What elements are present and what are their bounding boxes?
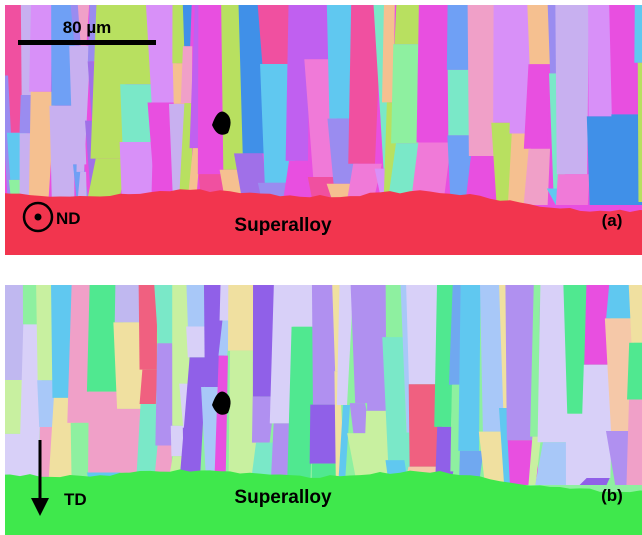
figure: 80 µm ND Superalloy (a) TD Superalloy (b… <box>0 0 642 535</box>
grain <box>198 5 223 174</box>
grain <box>139 285 157 370</box>
grain <box>587 116 616 205</box>
substrate-label: Superalloy <box>234 487 332 508</box>
grain <box>555 5 588 174</box>
grain <box>288 285 316 327</box>
substrate-label: Superalloy <box>234 215 332 236</box>
grain <box>183 5 192 46</box>
grain <box>638 63 642 202</box>
grain <box>186 285 205 326</box>
grain <box>527 5 551 64</box>
grain <box>556 174 590 205</box>
grain <box>611 114 642 205</box>
grain <box>186 326 207 357</box>
nd-dot <box>35 214 42 221</box>
grain <box>634 5 642 63</box>
direction-label: TD <box>64 490 87 509</box>
panel-label: (a) <box>602 211 623 230</box>
grain <box>140 370 158 404</box>
panel-label: (b) <box>601 486 623 505</box>
grain <box>49 106 74 205</box>
page: 80 µm ND Superalloy (a) TD Superalloy (b… <box>0 0 642 535</box>
grain <box>458 285 480 451</box>
direction-label: ND <box>56 209 81 228</box>
grain <box>286 5 310 161</box>
grain <box>627 343 642 400</box>
grain <box>29 5 53 92</box>
grain <box>626 400 642 485</box>
grain <box>417 5 450 143</box>
scale-bar-label: 80 µm <box>63 18 112 37</box>
grain <box>0 285 26 380</box>
grain <box>36 285 53 380</box>
scale-bar <box>18 40 156 45</box>
